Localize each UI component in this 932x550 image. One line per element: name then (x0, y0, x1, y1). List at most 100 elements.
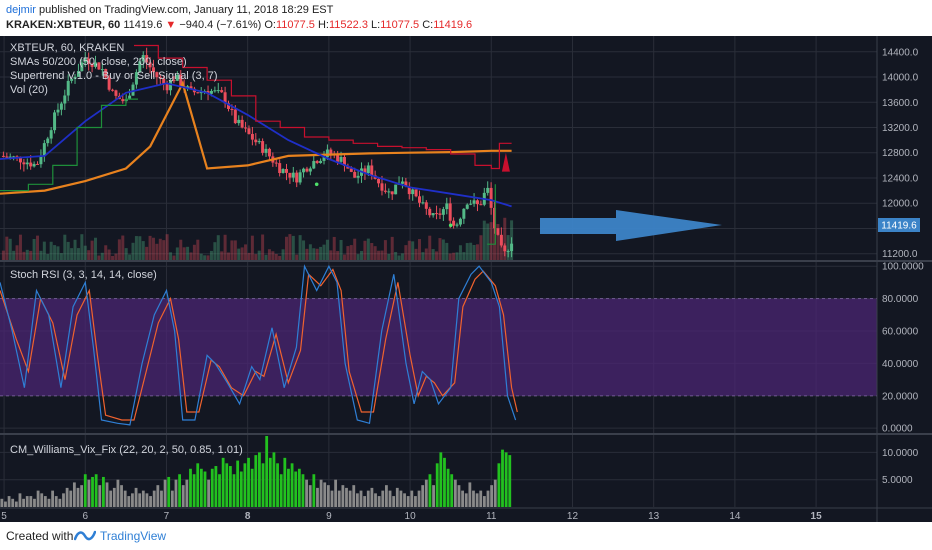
candle-body (90, 63, 94, 67)
volume-bar (131, 242, 135, 260)
author-link[interactable]: dejmir (6, 4, 36, 16)
volume-bar (240, 247, 244, 260)
vix-bars (0, 436, 512, 507)
vix-bar (312, 474, 316, 507)
volume-bar (493, 222, 497, 260)
candle-body (76, 71, 80, 77)
volume-bar (271, 251, 275, 260)
volume-bar (151, 237, 155, 260)
candle-body (63, 95, 67, 104)
volume-bar (472, 244, 476, 260)
legend-vix[interactable]: CM_Williams_Vix_Fix (22, 20, 2, 50, 0.85… (10, 444, 243, 456)
candle-body (312, 161, 316, 169)
vix-bar (254, 455, 258, 507)
candle-body (486, 187, 490, 193)
price-tick-label: 13200.0 (882, 123, 919, 134)
published-text: published on TradingView.com, January 11… (39, 4, 334, 16)
volume-bar (394, 251, 398, 260)
volume-bar (390, 236, 394, 260)
tradingview-logo-icon[interactable] (74, 528, 96, 542)
candle-body (175, 75, 179, 81)
volume-bar (264, 254, 268, 260)
volume-bar (186, 246, 190, 260)
candle-body (209, 90, 213, 94)
candle-body (148, 62, 152, 68)
chart-header: dejmir published on TradingView.com, Jan… (0, 0, 932, 36)
chart-canvas[interactable]: 14400.0 14000.0 13600.0 13200.0 12800.0 12400… (0, 36, 932, 522)
legend-stoch[interactable]: Stoch RSI (3, 3, 14, 14, close) (10, 269, 157, 281)
legend-supertrend[interactable]: Supertrend V.1.0 - Buy or Sell Signal (3… (10, 70, 218, 82)
volume-bar (165, 234, 169, 260)
signal-dot (314, 182, 319, 187)
vix-bar (69, 490, 73, 507)
volume-bar (319, 246, 323, 260)
vix-bar (385, 485, 388, 507)
tradingview-link[interactable]: TradingView (100, 529, 167, 543)
volume-bar (39, 250, 43, 260)
vix-bar (341, 485, 345, 507)
vix-bar (508, 455, 512, 507)
vix-bar (0, 498, 4, 507)
volume-bar (189, 252, 193, 260)
vix-bar (497, 463, 501, 507)
volume-bar (397, 255, 401, 260)
vix-bar (406, 496, 410, 507)
volume-bar (128, 254, 132, 260)
volume-bar (261, 234, 265, 260)
vix-bar (105, 482, 109, 507)
vix-bar (392, 496, 396, 507)
candle-body (438, 213, 442, 215)
candle-body (380, 183, 384, 191)
vix-bar (141, 490, 145, 507)
publish-line: dejmir published on TradingView.com, Jan… (6, 4, 333, 16)
down-triangle-icon: ▼ (165, 19, 177, 31)
candle-body (131, 84, 135, 96)
volume-bar (172, 255, 176, 260)
volume-bar (465, 243, 469, 260)
volume-bar (284, 236, 288, 260)
candle-body (363, 168, 367, 174)
legend-sma[interactable]: SMAs 50/200 (50, close, 200, close) (10, 56, 187, 68)
open-value: 11077.5 (275, 19, 315, 31)
candle-body (339, 157, 343, 162)
candle-body (42, 143, 46, 157)
volume-bar (322, 244, 326, 260)
last-price: 11419.6 (123, 19, 163, 31)
candle-body (227, 103, 231, 109)
vix-bar (493, 479, 497, 507)
vix-bar (370, 487, 374, 507)
legend-vol[interactable]: Vol (20) (10, 84, 48, 96)
vix-tick-label: 5.0000 (882, 475, 913, 486)
vix-bar (345, 487, 348, 507)
vix-bar (443, 457, 446, 507)
volume-bar (145, 246, 149, 260)
time-tick-label: 15 (811, 511, 823, 522)
vix-bar (410, 490, 414, 507)
candle-body (421, 202, 425, 204)
vix-bar (504, 452, 508, 507)
time-axis[interactable]: 5 6 7 8 9 10 11 12 13 14 15 (1, 511, 822, 522)
vix-bar (446, 468, 450, 507)
vix-bar (145, 493, 149, 507)
vix-axis[interactable]: 10.0000 5.0000 (882, 448, 919, 486)
candle-body (435, 213, 439, 215)
stoch-axis[interactable]: 100.0000 80.0000 60.0000 40.0000 20.0000 0.00… (882, 262, 924, 435)
candle-body (223, 92, 227, 104)
vix-bar (11, 498, 15, 507)
candle-body (475, 200, 479, 205)
arrow-drawing[interactable] (540, 210, 722, 241)
arrow-icon[interactable] (540, 210, 722, 241)
stoch-band (0, 298, 877, 396)
signal-dot (448, 223, 453, 228)
candle-body (298, 172, 302, 183)
stoch-tick-label: 40.0000 (882, 359, 919, 370)
vix-bar (181, 485, 185, 507)
volume-bar (278, 255, 282, 260)
price-tick-label: 14400.0 (882, 47, 919, 58)
vix-bar (18, 493, 22, 507)
vix-bar (432, 485, 435, 507)
volume-bar (169, 252, 173, 260)
candle-body (411, 189, 415, 195)
supertrend-red-line (134, 44, 512, 170)
candle-body (59, 103, 63, 110)
